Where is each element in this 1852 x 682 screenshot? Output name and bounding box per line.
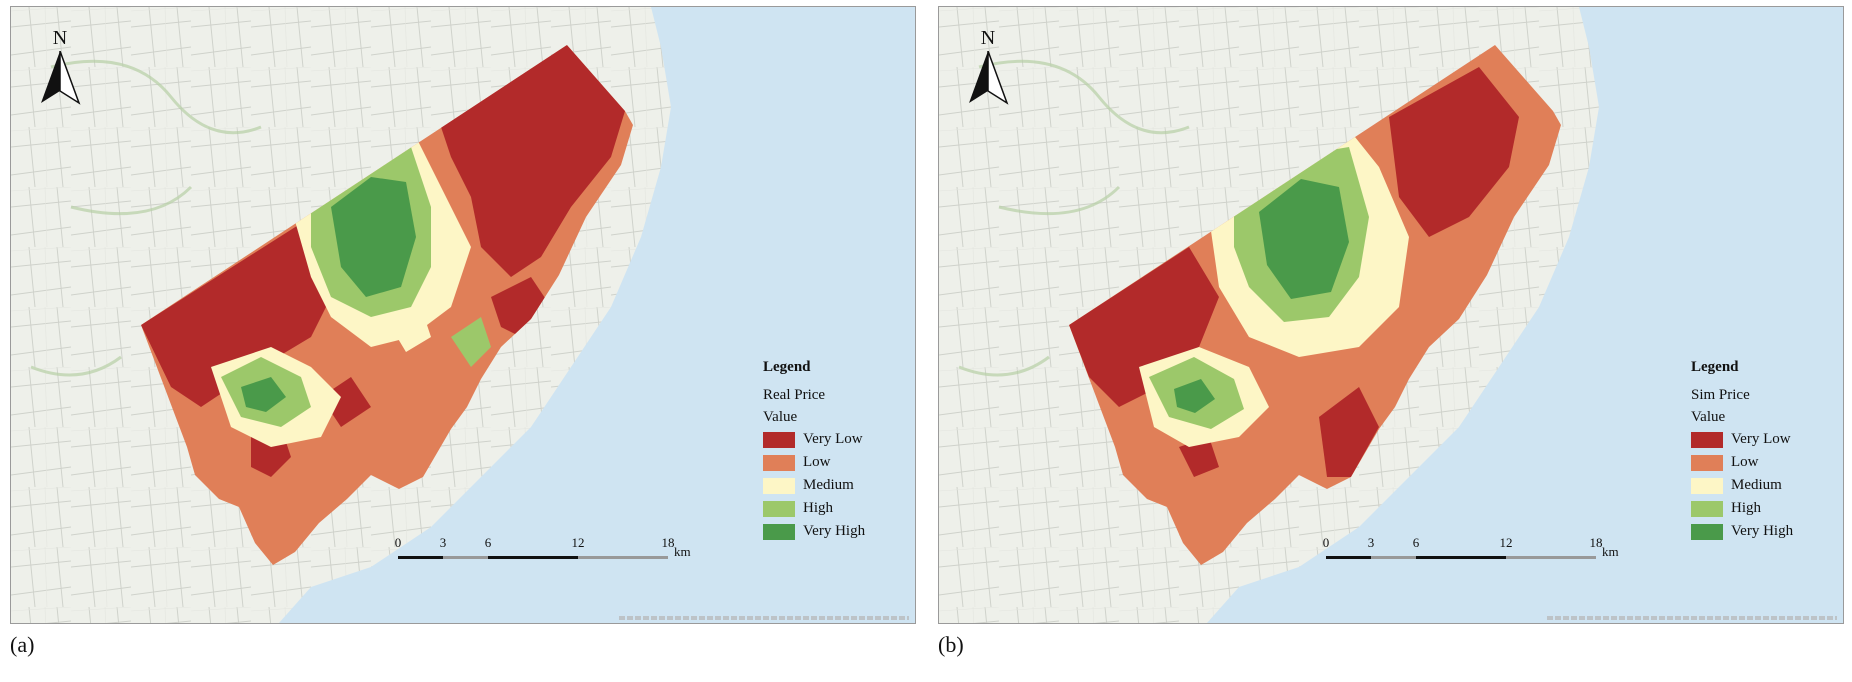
legend-item-very-low: Very Low — [763, 428, 913, 451]
legend-label: Medium — [1731, 477, 1782, 493]
legend-title: Legend — [763, 359, 811, 375]
map-canvas-a — [11, 7, 915, 623]
scale-segment — [1371, 556, 1416, 559]
swatch-high — [763, 500, 795, 517]
north-label: N — [980, 27, 996, 49]
scale-tick: 12 — [571, 535, 585, 550]
scale-unit: km — [1602, 544, 1619, 559]
scale-tick: 18 — [1589, 535, 1603, 550]
legend-item-high: High — [1691, 497, 1841, 520]
scale-tick: 6 — [484, 535, 492, 550]
scale-segment — [488, 556, 578, 559]
map-attribution — [619, 616, 909, 620]
north-arrow: N — [37, 27, 83, 107]
scale-segment — [1326, 556, 1371, 559]
legend-item-very-low: Very Low — [1691, 428, 1841, 451]
swatch-low — [1691, 454, 1723, 471]
swatch-very-high — [763, 523, 795, 540]
legend-item-high: High — [763, 497, 913, 520]
legend-item-medium: Medium — [763, 474, 913, 497]
scale-segment — [443, 556, 488, 559]
scale-tick: 3 — [1367, 535, 1375, 550]
map-canvas-b — [939, 7, 1843, 623]
legend-field-name: Value — [1691, 409, 1726, 425]
north-arrow: N — [965, 27, 1011, 107]
legend-label: Low — [803, 454, 831, 470]
north-label: N — [52, 27, 68, 49]
legend-label: Very High — [803, 523, 866, 539]
map-panel-a: N Legend Real Price Value Very Low Low M… — [10, 6, 916, 624]
scale-bar: 0 3 6 12 18 km — [394, 535, 698, 565]
legend-label: Very Low — [1731, 431, 1791, 447]
legend-item-very-high: Very High — [763, 520, 913, 543]
map-panel-b: N Legend Sim Price Value Very Low Low Me… — [938, 6, 1844, 624]
scale-bar: 0 3 6 12 18 km — [1322, 535, 1626, 565]
legend-label: High — [803, 500, 833, 516]
scale-tick: 12 — [1499, 535, 1513, 550]
scale-tick: 18 — [661, 535, 675, 550]
swatch-high — [1691, 500, 1723, 517]
legend-layer-name: Sim Price — [1691, 387, 1750, 403]
scale-segment — [1506, 556, 1596, 559]
scale-segment — [578, 556, 668, 559]
legend: Legend Real Price Value Very Low Low Med… — [763, 359, 913, 543]
legend-layer-name: Real Price — [763, 387, 826, 403]
legend-label: Medium — [803, 477, 854, 493]
swatch-very-low — [1691, 431, 1723, 448]
legend-title: Legend — [1691, 359, 1739, 375]
north-arrow-icon — [41, 51, 81, 105]
scale-segment — [398, 556, 443, 559]
north-arrow-icon — [969, 51, 1009, 105]
scale-unit: km — [674, 544, 691, 559]
swatch-medium — [1691, 477, 1723, 494]
legend: Legend Sim Price Value Very Low Low Medi… — [1691, 359, 1841, 543]
swatch-medium — [763, 477, 795, 494]
caption-a: (a) — [10, 632, 35, 657]
scale-tick: 3 — [439, 535, 447, 550]
legend-item-medium: Medium — [1691, 474, 1841, 497]
legend-item-low: Low — [1691, 451, 1841, 474]
swatch-very-low — [763, 431, 795, 448]
scale-tick: 0 — [394, 535, 402, 550]
legend-field-name: Value — [763, 409, 798, 425]
legend-item-low: Low — [763, 451, 913, 474]
swatch-very-high — [1691, 523, 1723, 540]
legend-label: Low — [1731, 454, 1759, 470]
legend-item-very-high: Very High — [1691, 520, 1841, 543]
caption-b: (b) — [938, 632, 964, 657]
scale-segment — [1416, 556, 1506, 559]
swatch-low — [763, 454, 795, 471]
scale-tick: 6 — [1412, 535, 1420, 550]
legend-label: High — [1731, 500, 1761, 516]
legend-label: Very High — [1731, 523, 1794, 539]
scale-tick: 0 — [1322, 535, 1330, 550]
map-attribution — [1547, 616, 1837, 620]
legend-label: Very Low — [803, 431, 863, 447]
